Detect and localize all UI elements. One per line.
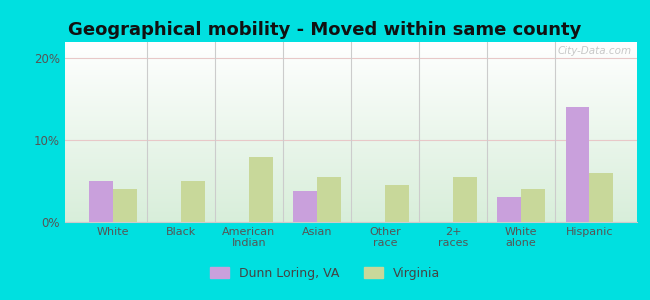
Bar <box>317 177 341 222</box>
Bar <box>293 191 317 222</box>
Bar <box>590 173 613 222</box>
Bar <box>385 185 409 222</box>
Bar <box>497 197 521 222</box>
Bar <box>249 157 273 222</box>
Bar <box>453 177 477 222</box>
Text: Geographical mobility - Moved within same county: Geographical mobility - Moved within sam… <box>68 21 582 39</box>
Legend: Dunn Loring, VA, Virginia: Dunn Loring, VA, Virginia <box>205 262 445 285</box>
Text: City-Data.com: City-Data.com <box>557 46 631 56</box>
Bar <box>181 181 205 222</box>
Bar <box>112 189 136 222</box>
Bar <box>521 189 545 222</box>
Bar <box>566 107 590 222</box>
Bar <box>89 181 112 222</box>
